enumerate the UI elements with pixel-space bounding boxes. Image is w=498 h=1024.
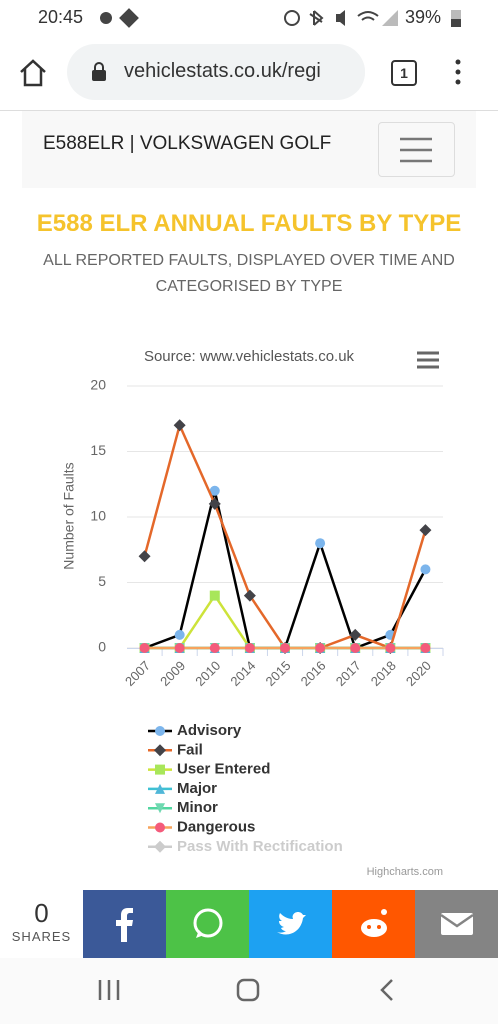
page-subtitle: ALL REPORTED FAULTS, DISPLAYED OVER TIME… bbox=[0, 248, 498, 300]
reddit-button[interactable] bbox=[332, 890, 415, 958]
legend-item[interactable]: Pass With Rectification bbox=[148, 838, 343, 855]
marker bbox=[315, 538, 326, 549]
y-tick-label: 0 bbox=[98, 639, 106, 655]
site-navbar: E588ELR | VOLKSWAGEN GOLF bbox=[22, 111, 476, 188]
page-title: E588 ELR ANNUAL FAULTS BY TYPE bbox=[36, 210, 462, 237]
url: vehiclestats.co.uk/regi bbox=[124, 60, 321, 82]
marker bbox=[174, 643, 185, 653]
share-label: SHARES bbox=[11, 929, 72, 944]
system-icons bbox=[284, 10, 398, 26]
marker bbox=[209, 590, 220, 601]
whatsapp-button[interactable] bbox=[166, 890, 249, 958]
menu-button[interactable] bbox=[452, 58, 464, 88]
marker bbox=[209, 485, 220, 496]
y-axis-title: Number of Faults bbox=[61, 462, 77, 569]
address-bar[interactable]: vehiclestats.co.uk/regi bbox=[67, 44, 365, 100]
browser-toolbar: vehiclestats.co.uk/regi 1 bbox=[0, 36, 498, 111]
marker bbox=[139, 643, 150, 653]
nav-toggle[interactable] bbox=[378, 122, 455, 177]
export-menu[interactable] bbox=[417, 351, 439, 369]
marker bbox=[155, 764, 165, 775]
legend-label: Advisory bbox=[177, 722, 242, 739]
marker bbox=[155, 803, 165, 814]
legend-item[interactable]: Advisory bbox=[148, 722, 242, 739]
marker bbox=[420, 643, 431, 653]
chart-subtitle: Source: www.vehiclestats.co.uk bbox=[144, 348, 355, 365]
site-title: E588ELR | VOLKSWAGEN GOLF bbox=[43, 133, 332, 154]
y-tick-label: 5 bbox=[98, 573, 106, 589]
legend-item[interactable]: User Entered bbox=[148, 761, 270, 778]
legend-label: User Entered bbox=[177, 761, 270, 778]
y-tick-label: 15 bbox=[90, 442, 106, 458]
marker bbox=[350, 643, 361, 653]
marker bbox=[208, 497, 221, 510]
legend-item[interactable]: Dangerous bbox=[148, 818, 255, 835]
twitter-button[interactable] bbox=[249, 890, 332, 958]
x-tick-label: 2007 bbox=[122, 658, 153, 689]
share-count: 0 SHARES bbox=[0, 890, 83, 958]
marker bbox=[315, 643, 326, 653]
marker bbox=[420, 564, 431, 575]
x-tick-label: 2020 bbox=[403, 658, 434, 689]
marker bbox=[155, 822, 165, 833]
marker bbox=[244, 643, 255, 653]
marker bbox=[155, 726, 165, 736]
legend-label: Fail bbox=[177, 741, 203, 758]
status-bar: 20:45 39% bbox=[0, 0, 498, 36]
marker bbox=[243, 589, 256, 602]
subtitle-line: ALL REPORTED FAULTS, DISPLAYED OVER TIME… bbox=[43, 252, 455, 269]
credits[interactable]: Highcharts.com bbox=[367, 866, 443, 878]
facebook-button[interactable] bbox=[83, 890, 166, 958]
battery-icon bbox=[451, 10, 461, 27]
subtitle-line: CATEGORISED BY TYPE bbox=[155, 278, 343, 295]
series-line bbox=[144, 489, 427, 650]
marker bbox=[280, 643, 290, 653]
marker bbox=[209, 643, 220, 653]
legend-label: Pass With Rectification bbox=[177, 838, 343, 855]
x-tick-label: 2018 bbox=[368, 658, 399, 689]
legend-label: Dangerous bbox=[177, 818, 255, 835]
notification-icons bbox=[100, 8, 139, 28]
marker bbox=[154, 840, 166, 853]
marker bbox=[419, 524, 432, 537]
series-line bbox=[143, 424, 427, 650]
share-number: 0 bbox=[34, 898, 49, 928]
x-tick-label: 2015 bbox=[262, 658, 293, 689]
home-nav-button[interactable] bbox=[236, 978, 260, 1002]
home-button[interactable] bbox=[18, 58, 48, 88]
marker bbox=[385, 643, 396, 653]
series bbox=[139, 643, 431, 653]
recents-button[interactable] bbox=[98, 980, 120, 1000]
legend-item[interactable]: Minor bbox=[148, 799, 218, 816]
chart: Source: www.vehiclestats.co.uk Number of… bbox=[61, 348, 444, 878]
marker bbox=[173, 419, 186, 432]
x-tick-label: 2014 bbox=[227, 658, 258, 689]
marker bbox=[174, 629, 185, 640]
series bbox=[139, 485, 431, 653]
legend-item[interactable]: Fail bbox=[148, 741, 203, 758]
legend-label: Minor bbox=[177, 799, 218, 816]
legend-item[interactable]: Major bbox=[148, 780, 217, 797]
marker bbox=[138, 550, 151, 563]
battery-percent: 39% bbox=[405, 7, 442, 27]
email-button[interactable] bbox=[415, 890, 498, 958]
y-tick-label: 10 bbox=[90, 508, 106, 524]
x-tick-label: 2009 bbox=[157, 658, 188, 689]
y-tick-label: 20 bbox=[90, 377, 106, 393]
system-nav-bar bbox=[0, 958, 498, 1024]
marker bbox=[154, 744, 166, 757]
clock: 20:45 bbox=[38, 7, 84, 27]
x-tick-label: 2016 bbox=[298, 658, 329, 689]
lock-icon bbox=[92, 62, 106, 81]
x-tick-label: 2017 bbox=[333, 658, 364, 689]
tab-count[interactable]: 1 bbox=[391, 60, 417, 86]
back-button[interactable] bbox=[380, 979, 393, 1001]
x-tick-label: 2010 bbox=[192, 658, 223, 689]
share-bar: 0 SHARES bbox=[0, 890, 498, 958]
legend-label: Major bbox=[177, 780, 217, 797]
marker bbox=[349, 628, 362, 641]
marker bbox=[155, 783, 165, 794]
